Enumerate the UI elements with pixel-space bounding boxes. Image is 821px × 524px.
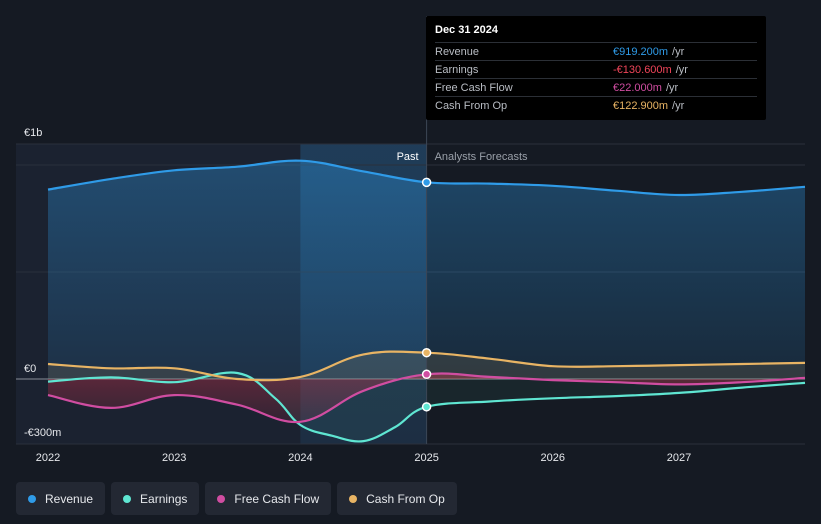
tooltip-row-label: Revenue [435,45,480,58]
tooltip-row-value: €122.900m [613,99,669,112]
x-tick-label: 2022 [36,452,60,464]
legend-item-label: Revenue [45,491,94,506]
tooltip-row-unit: /yr [675,63,688,76]
tooltip-row-value: -€130.600m [613,63,672,76]
tooltip-row-label: Earnings [435,63,479,76]
legend-dot-icon [349,494,358,503]
tooltip: Dec 31 2024 Revenue €919.200m/yr Earnings -… [426,16,766,120]
tooltip-row: Cash From Op €122.900m/yr [435,96,757,114]
earnings-line [47,371,806,443]
tooltip-date: Dec 31 2024 [435,24,498,36]
tooltip-row-unit: /yr [665,81,679,94]
earnings-revenue-chart: €1b €0 -€300m 2022 2023 2024 2025 2026 2027 Past A… [16,16,806,464]
tooltip-row-value: €919.200m [613,45,669,58]
forecast-label: Analysts Forecasts [435,151,528,163]
legend-item-earnings[interactable]: Earnings [111,482,200,515]
tooltip-row-label: Free Cash Flow [435,81,513,94]
tooltip-row-unit: /yr [672,45,685,58]
axis-labels: €1b €0 -€300m 2022 2023 2024 2025 2026 2027 Past A… [24,127,691,464]
x-tick-label: 2024 [288,452,312,464]
earnings-marker [421,402,432,412]
tooltip-row: Revenue €919.200m/yr [435,42,757,60]
legend-dot-icon [123,494,132,503]
legend-item-revenue[interactable]: Revenue [16,482,106,515]
free-cash-flow-marker [421,369,432,380]
tooltip-row: Free Cash Flow €22.000m/yr [435,78,757,96]
tooltip-row: Earnings -€130.600m/yr [435,60,757,78]
past-label: Past [397,151,419,163]
x-tick-label: 2023 [162,452,186,464]
legend: Revenue Earnings Free Cash Flow Cash From O… [16,482,457,515]
revenue-marker [421,177,432,188]
earnings-area [48,372,805,442]
tooltip-row-unit: /yr [672,99,685,112]
legend-item-label: Cash From Op [366,491,445,506]
x-tick-label: 2027 [667,452,691,464]
legend-item-label: Earnings [140,491,188,506]
tooltip-row-value: €22.000m [613,81,662,94]
legend-item-cash-from-op[interactable]: Cash From Op [337,482,457,515]
legend-item-free-cash-flow[interactable]: Free Cash Flow [205,482,332,515]
cash-from-op-marker [421,347,432,358]
y-tick-label: -€300m [24,427,61,439]
legend-item-label: Free Cash Flow [234,491,320,506]
tooltip-row-label: Cash From Op [435,99,508,112]
y-tick-label: €1b [24,127,42,139]
legend-dot-icon [217,494,226,503]
y-tick-label: €0 [24,363,36,375]
legend-dot-icon [28,494,36,503]
free-cash-flow-line [47,372,806,424]
x-tick-label: 2025 [414,452,438,464]
x-tick-label: 2026 [541,452,565,464]
free-cash-flow-area [48,373,805,423]
